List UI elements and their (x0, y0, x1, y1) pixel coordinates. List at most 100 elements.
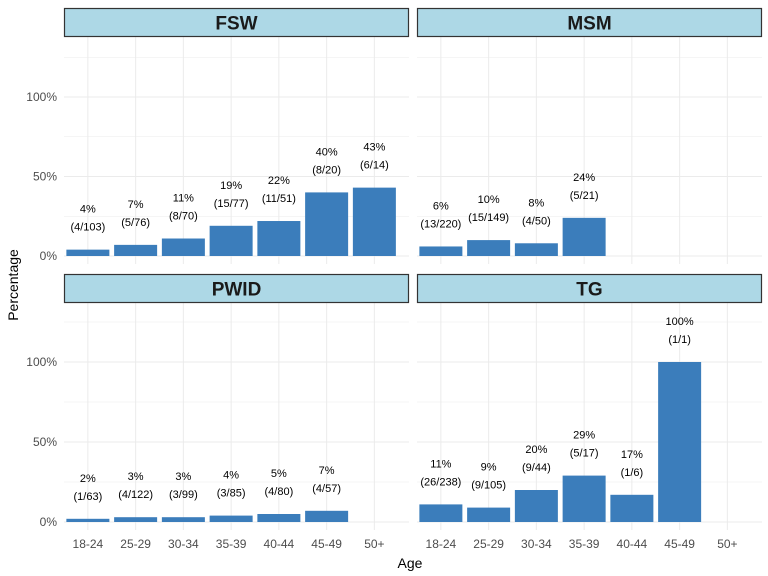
bar-pwid-25-29 (114, 517, 158, 522)
y-tick-label: 0% (40, 249, 58, 263)
y-tick-label: 50% (33, 170, 57, 184)
bar-fsw-45-49 (305, 192, 349, 256)
bar-percent-label: 29% (573, 430, 595, 442)
x-tick-label: 35-39 (216, 537, 247, 551)
bar-count-label: (9/105) (471, 480, 506, 492)
bar-tg-30-34 (514, 490, 558, 522)
bar-percent-label: 7% (128, 199, 144, 211)
x-tick-label: 18-24 (73, 537, 104, 551)
bar-tg-45-49 (658, 362, 702, 522)
bar-fsw-50+ (352, 187, 396, 256)
bar-pwid-30-34 (161, 517, 205, 522)
bar-fsw-35-39 (209, 225, 253, 256)
bar-count-label: (1/63) (74, 491, 103, 503)
panel-msm: MSM (13/220) 6% (15/149) 10% (4/50) 8% (5/21) 24… (416, 7, 763, 264)
bar-count-label: (3/99) (169, 489, 198, 501)
bar-percent-label: 4% (223, 470, 239, 482)
bar-pwid-35-39 (209, 515, 253, 522)
bar-count-label: (5/76) (121, 217, 150, 229)
bar-percent-label: 19% (220, 180, 242, 192)
bar-percent-label: 100% (666, 316, 694, 328)
bar-pwid-45-49 (305, 510, 349, 522)
bar-tg-40-44 (610, 494, 654, 522)
bar-percent-label: 10% (478, 194, 500, 206)
facet-strip (63, 7, 410, 38)
bar-percent-label: 9% (481, 462, 497, 474)
x-tick-label: 50+ (364, 537, 384, 551)
bar-percent-label: 17% (621, 449, 643, 461)
bar-count-label: (4/122) (118, 489, 153, 501)
bar-percent-label: 2% (80, 473, 96, 485)
facet-title: FSW (215, 14, 257, 35)
bar-percent-label: 7% (319, 465, 335, 477)
bar-count-label: (13/220) (420, 218, 461, 230)
bar-fsw-18-24 (66, 249, 110, 256)
bar-percent-label: 43% (363, 142, 385, 154)
bar-count-label: (4/80) (265, 486, 294, 498)
bar-count-label: (15/149) (468, 212, 509, 224)
x-tick-label: 30-34 (521, 537, 552, 551)
facet-strip (416, 273, 763, 304)
bar-percent-label: 5% (271, 468, 287, 480)
bar-count-label: (11/51) (262, 193, 296, 205)
bar-percent-label: 40% (316, 146, 338, 158)
facet-title: TG (576, 280, 602, 301)
bar-percent-label: 20% (525, 444, 547, 456)
x-tick-label: 40-44 (264, 537, 295, 551)
bar-fsw-30-34 (161, 238, 205, 256)
bar-percent-label: 6% (433, 200, 449, 212)
panel-fsw: FSW (4/103) 4% (5/76) 7% (8/70) 11% (15/77) 19% (… (26, 7, 410, 264)
bar-count-label: (9/44) (522, 462, 551, 474)
bar-pwid-18-24 (66, 518, 110, 522)
bar-msm-30-34 (514, 243, 558, 256)
bar-tg-18-24 (419, 504, 463, 522)
bar-msm-35-39 (562, 217, 606, 256)
bar-count-label: (4/50) (522, 215, 551, 227)
bar-count-label: (1/1) (668, 334, 691, 346)
x-tick-label: 40-44 (617, 537, 648, 551)
bar-count-label: (8/70) (169, 211, 198, 223)
y-tick-label: 100% (26, 90, 57, 104)
bar-percent-label: 11% (430, 458, 451, 470)
bar-count-label: (15/77) (214, 198, 249, 210)
bar-percent-label: 24% (573, 172, 595, 184)
x-tick-label: 18-24 (426, 537, 457, 551)
bar-percent-label: 3% (128, 471, 144, 483)
x-tick-label: 45-49 (664, 537, 695, 551)
bar-percent-label: 8% (528, 197, 544, 209)
bar-percent-label: 11% (173, 193, 194, 205)
bar-count-label: (8/20) (312, 164, 341, 176)
bar-count-label: (1/6) (621, 467, 644, 479)
y-tick-label: 50% (33, 435, 57, 449)
bar-percent-label: 22% (268, 175, 290, 187)
bar-count-label: (4/103) (70, 222, 105, 234)
y-axis-title: Percentage (5, 249, 21, 321)
x-tick-label: 25-29 (120, 537, 151, 551)
x-tick-label: 30-34 (168, 537, 199, 551)
facet-strip (63, 273, 410, 304)
bar-tg-25-29 (467, 507, 511, 522)
facet-strip (416, 7, 763, 38)
bar-pwid-40-44 (257, 514, 301, 522)
bar-count-label: (6/14) (360, 160, 389, 172)
x-axis-title: Age (398, 555, 423, 571)
bar-count-label: (5/21) (570, 190, 599, 202)
panel-tg: TG (26/238) 11% (9/105) 9% (9/44) 20% (5/17) 29%… (416, 273, 763, 551)
x-tick-label: 45-49 (311, 537, 342, 551)
y-tick-label: 100% (26, 355, 57, 369)
bar-count-label: (5/17) (570, 448, 599, 460)
x-tick-label: 25-29 (473, 537, 504, 551)
bar-count-label: (3/85) (217, 488, 246, 500)
y-tick-label: 0% (40, 515, 58, 529)
x-tick-label: 35-39 (569, 537, 600, 551)
bar-fsw-40-44 (257, 221, 301, 256)
bar-count-label: (4/57) (312, 483, 341, 495)
bar-percent-label: 4% (80, 204, 96, 216)
facet-title: PWID (212, 280, 262, 301)
facet-title: MSM (567, 14, 611, 35)
bar-fsw-25-29 (114, 244, 158, 256)
bar-msm-18-24 (419, 246, 463, 256)
bar-count-label: (26/238) (420, 476, 461, 488)
bar-msm-25-29 (467, 240, 511, 256)
